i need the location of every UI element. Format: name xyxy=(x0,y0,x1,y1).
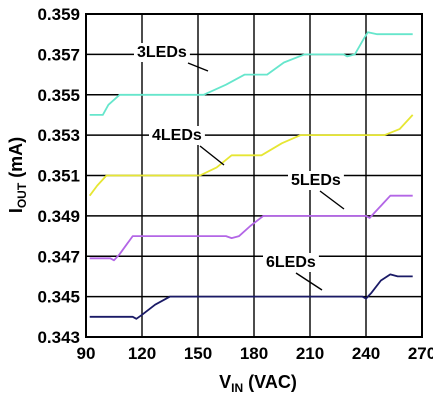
y-tick-label: 0.359 xyxy=(37,5,80,24)
y-tick-label: 0.343 xyxy=(37,328,80,347)
series-annotation-label: 6LEDs xyxy=(266,254,316,271)
y-tick-label: 0.351 xyxy=(37,167,80,186)
x-tick-label: 90 xyxy=(77,344,96,363)
x-tick-label: 210 xyxy=(296,344,324,363)
x-tick-label: 180 xyxy=(240,344,268,363)
series-line-4LEDs xyxy=(88,114,414,197)
x-axis-label: VIN (VAC) xyxy=(219,372,297,394)
plot-frame xyxy=(85,13,423,338)
y-axis-label-main: I xyxy=(6,208,26,213)
y-tick-label: 0.353 xyxy=(37,126,80,145)
x-axis-label-unit: (VAC) xyxy=(243,372,297,392)
series-annotation-label: 4LEDs xyxy=(152,127,202,144)
y-tick-labels: 0.343 0.345 0.347 0.349 0.351 0.353 0.355 0.357… xyxy=(37,5,80,347)
x-axis-label-main: V xyxy=(219,372,231,392)
annotation-label-background xyxy=(288,171,344,190)
annotation-leader-line xyxy=(199,145,225,166)
series-line-6LEDs xyxy=(89,273,413,320)
y-tick-label: 0.357 xyxy=(37,45,80,64)
y-axis-label-unit: (mA) xyxy=(6,137,26,183)
series-annotation-label: 3LEDs xyxy=(137,44,187,61)
series-annotation-label: 5LEDs xyxy=(291,172,341,189)
x-axis-label-sub: IN xyxy=(231,381,243,394)
annotation-label-background xyxy=(149,126,205,145)
x-tick-label: 120 xyxy=(128,344,156,363)
annotation-leader-line xyxy=(319,190,345,210)
y-tick-label: 0.345 xyxy=(37,288,80,307)
y-tick-label: 0.355 xyxy=(37,86,80,105)
y-tick-label: 0.349 xyxy=(37,207,80,226)
series-line-3LEDs xyxy=(89,31,413,116)
y-tick-label: 0.347 xyxy=(37,247,80,266)
annotation-layer: 3LEDs 4LEDs 5LEDs 6LEDs xyxy=(134,43,345,291)
y-axis-label: IOUT (mA) xyxy=(6,137,29,213)
x-tick-label: 150 xyxy=(184,344,212,363)
x-tick-label: 240 xyxy=(352,344,380,363)
annotation-leader-line xyxy=(187,62,209,72)
x-tick-labels: 90 120 150 180 210 240 270 xyxy=(77,344,433,363)
annotation-leader-line xyxy=(295,272,323,291)
series-line-5LEDs xyxy=(89,194,413,262)
annotation-label-background xyxy=(134,43,190,62)
x-tick-label: 270 xyxy=(408,344,433,363)
y-axis-label-sub: OUT xyxy=(15,182,29,208)
series-layer xyxy=(88,31,414,320)
annotation-label-background xyxy=(263,253,319,272)
